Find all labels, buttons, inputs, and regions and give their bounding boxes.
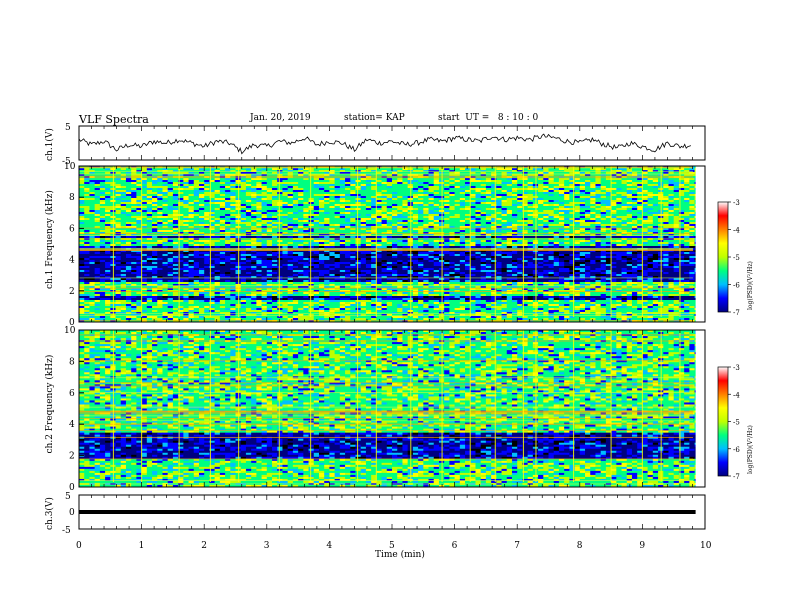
ch1-ytick-label: 5 [65, 123, 71, 133]
vlf-spectra-figure: 5-5ch.1(V)0246810ch.1 Frequency (kHz)024… [0, 0, 792, 612]
ch1-ylabel: ch.1(V) [44, 128, 55, 161]
ch1-spectrogram [79, 166, 705, 322]
ch1-series-line [79, 134, 691, 154]
